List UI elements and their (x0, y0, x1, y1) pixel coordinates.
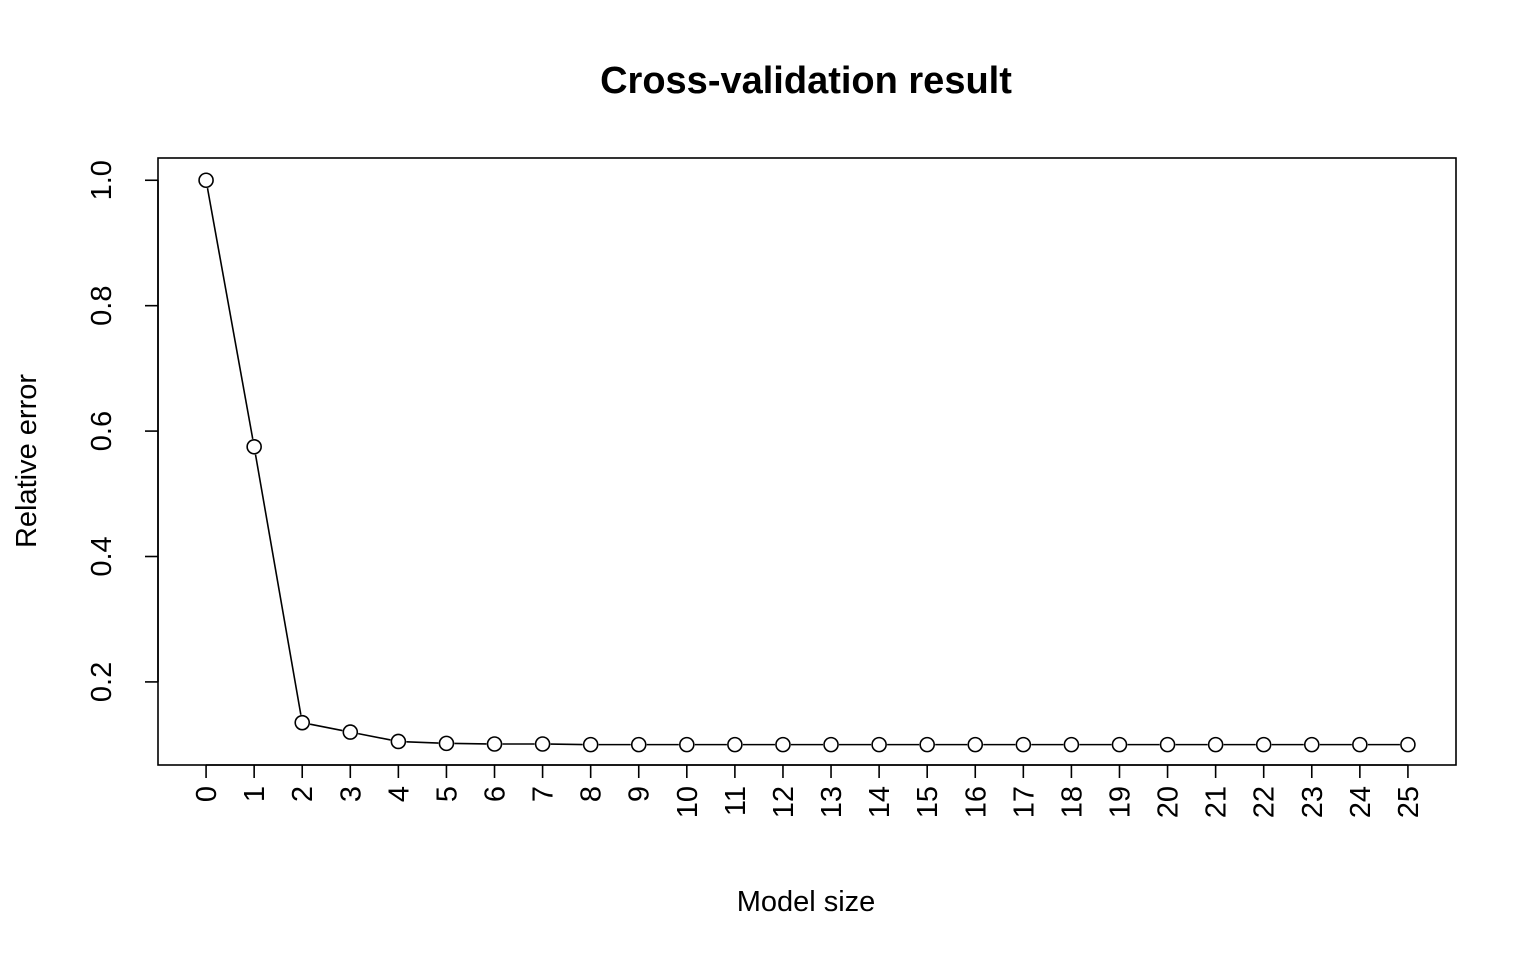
data-point (390, 733, 407, 750)
x-tick-label: 9 (624, 786, 656, 802)
data-point (294, 714, 311, 731)
x-tick-label: 5 (431, 786, 463, 802)
x-tick-label: 19 (1104, 786, 1136, 818)
data-point (1255, 736, 1272, 753)
x-axis-label: Model size (737, 886, 876, 918)
x-tick-label: 23 (1297, 786, 1329, 818)
x-tick-label: 0 (191, 786, 223, 802)
y-tick-label: 1.0 (86, 160, 118, 200)
x-tick-label: 1 (239, 786, 271, 802)
y-tick-label: 0.6 (86, 411, 118, 451)
y-tick-label: 0.2 (86, 662, 118, 702)
x-tick-label: 14 (864, 786, 896, 818)
data-point (1063, 736, 1080, 753)
x-tick-label: 13 (816, 786, 848, 818)
x-tick-label: 22 (1249, 786, 1281, 818)
x-tick-label: 10 (672, 786, 704, 818)
data-point (342, 724, 359, 740)
series-line-segment (357, 732, 391, 741)
data-point (198, 172, 214, 189)
plot-frame (157, 157, 1457, 766)
x-tick-label: 15 (912, 786, 944, 818)
data-point (582, 736, 599, 753)
x-tick-label: 4 (383, 786, 415, 802)
data-point (679, 736, 695, 753)
data-point (1400, 736, 1416, 753)
x-tick-label: 16 (960, 786, 992, 818)
data-point (1111, 736, 1128, 753)
x-tick-label: 24 (1345, 786, 1377, 818)
data-point (1303, 736, 1320, 753)
data-point (438, 735, 455, 752)
x-tick-label: 3 (335, 786, 367, 802)
data-point (823, 736, 839, 753)
data-series (198, 172, 1416, 753)
y-tick-label: 0.8 (86, 286, 118, 326)
data-point (486, 736, 503, 752)
x-tick-label: 11 (720, 786, 752, 816)
x-tick-label: 17 (1008, 786, 1040, 818)
chart-title: Cross-validation result (600, 60, 1012, 102)
data-point (1207, 736, 1224, 753)
y-tick-label: 0.4 (86, 536, 118, 576)
series-line-segment (406, 740, 439, 744)
x-tick-label: 20 (1153, 786, 1185, 818)
series-line-segment (206, 187, 254, 440)
y-axis: 0.2 0.4 0.6 0.8 1.0 (86, 160, 159, 702)
x-tick-label: 7 (528, 786, 560, 802)
series-line-segment (254, 454, 302, 715)
data-point (630, 736, 647, 753)
series-line-segment (309, 723, 343, 732)
x-tick-label: 6 (480, 786, 512, 802)
data-point (1159, 736, 1176, 753)
x-tick-label: 8 (576, 786, 608, 802)
x-axis: 0 1 2 3 4 5 6 7 8 9 10 11 12 13 14 15 16 17 18 19 20 21 22 23 24… (191, 764, 1425, 818)
x-tick-label: 21 (1201, 786, 1233, 818)
data-point (534, 736, 551, 752)
data-point (871, 736, 887, 753)
data-point (775, 736, 791, 753)
data-point (246, 438, 262, 455)
x-tick-label: 25 (1393, 786, 1425, 818)
y-axis-label: Relative error (11, 374, 43, 548)
data-point (967, 736, 984, 753)
data-point (1015, 736, 1032, 753)
x-tick-label: 12 (768, 786, 800, 818)
data-point (1352, 736, 1368, 753)
x-tick-label: 18 (1056, 786, 1088, 818)
data-point (919, 736, 935, 753)
x-tick-label: 2 (287, 786, 319, 802)
data-point (727, 736, 743, 753)
